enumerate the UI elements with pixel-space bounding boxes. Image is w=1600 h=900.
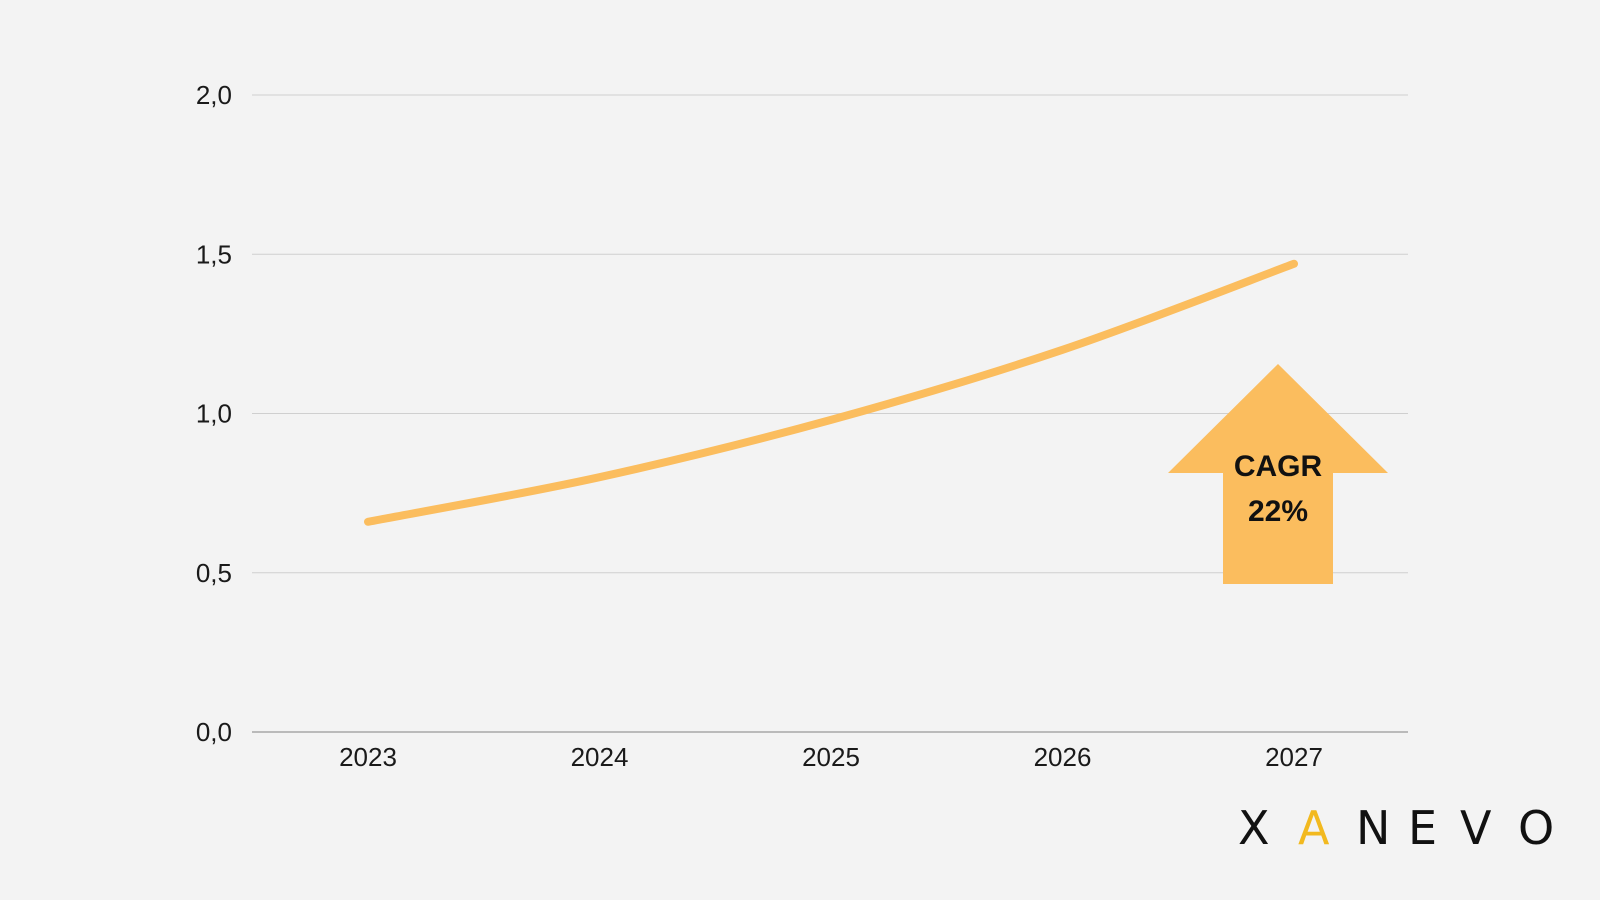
up-arrow-icon: [1168, 364, 1388, 584]
y-tick-label: 1,5: [196, 239, 232, 269]
y-tick-label: 1,0: [196, 399, 232, 429]
x-tick-label: 2023: [339, 742, 397, 772]
y-tick-label: 0,0: [196, 717, 232, 747]
logo-letter-x: X: [1238, 801, 1270, 850]
cagr-arrow-annotation: CAGR 22%: [1168, 364, 1388, 584]
xanevo-logo: X A N E V O: [1238, 801, 1554, 850]
logo-letter-v: V: [1460, 801, 1492, 850]
y-axis-tick-labels: 0,0 0,5 1,0 1,5 2,0: [196, 80, 232, 747]
gridlines: [252, 94, 1408, 733]
cagr-label: CAGR: [1234, 450, 1323, 483]
logo-letter-o: O: [1518, 801, 1554, 850]
logo-letter-e: E: [1408, 801, 1437, 850]
y-tick-label: 2,0: [196, 80, 232, 110]
y-tick-label: 0,5: [196, 558, 232, 588]
series-line: [364, 259, 1298, 526]
logo-letter-a: A: [1298, 801, 1330, 850]
logo-letter-n: N: [1356, 801, 1390, 850]
x-tick-label: 2027: [1265, 742, 1323, 772]
x-axis-tick-labels: 2023 2024 2025 2026 2027: [339, 742, 1323, 772]
cagr-value: 22%: [1248, 495, 1308, 528]
x-tick-label: 2026: [1034, 742, 1092, 772]
x-tick-label: 2025: [802, 742, 860, 772]
x-tick-label: 2024: [571, 742, 629, 772]
